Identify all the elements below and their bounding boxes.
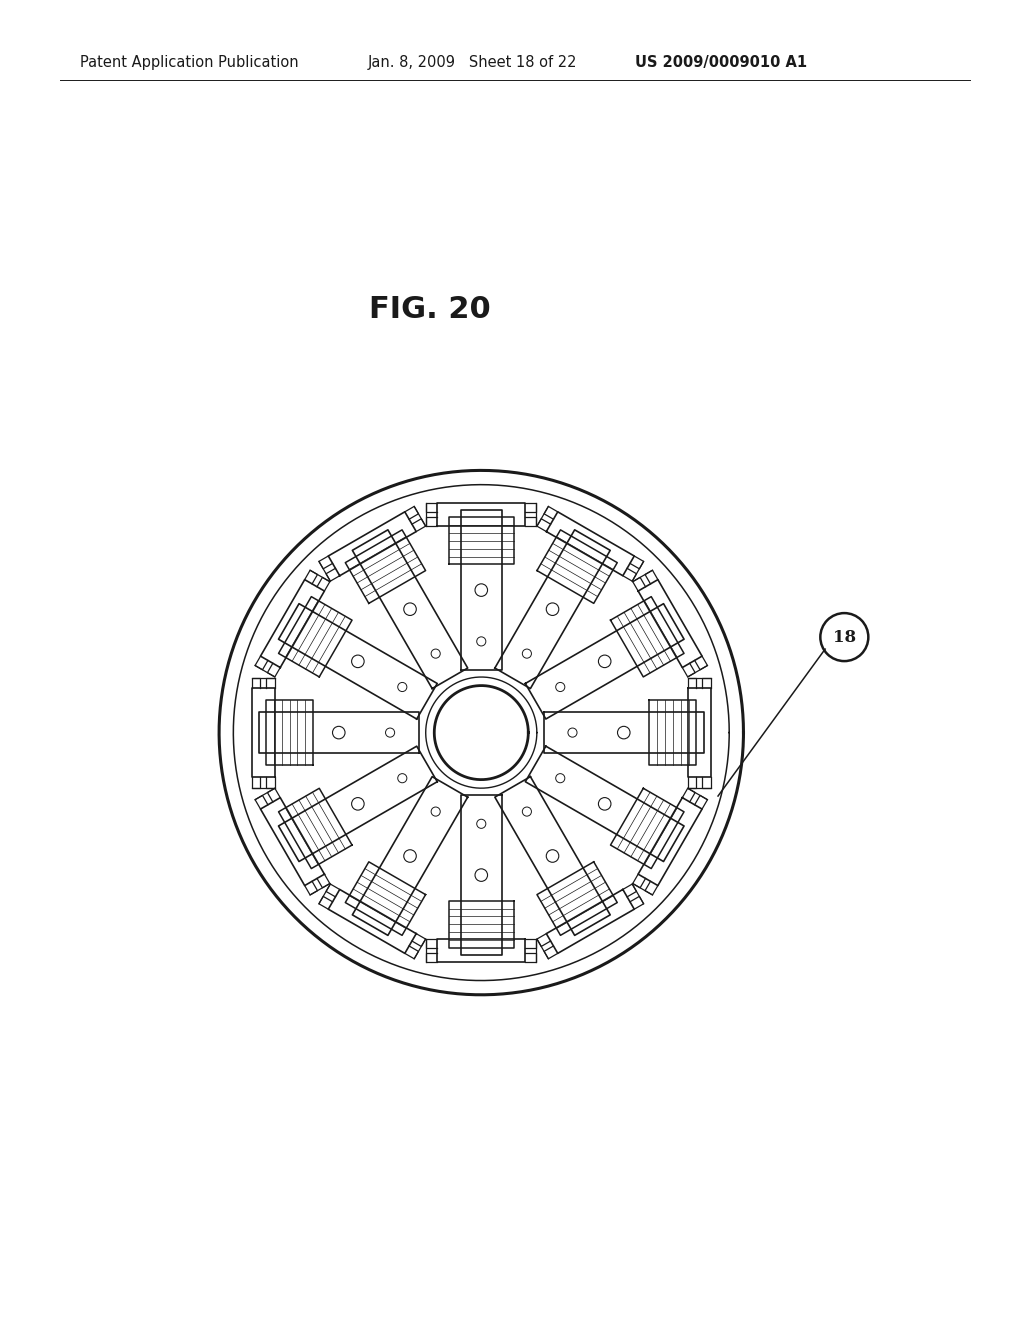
- Text: 18: 18: [833, 628, 856, 645]
- Text: US 2009/0009010 A1: US 2009/0009010 A1: [635, 54, 807, 70]
- Text: Patent Application Publication: Patent Application Publication: [80, 54, 299, 70]
- Text: FIG. 20: FIG. 20: [369, 296, 490, 325]
- Text: Jan. 8, 2009   Sheet 18 of 22: Jan. 8, 2009 Sheet 18 of 22: [368, 54, 578, 70]
